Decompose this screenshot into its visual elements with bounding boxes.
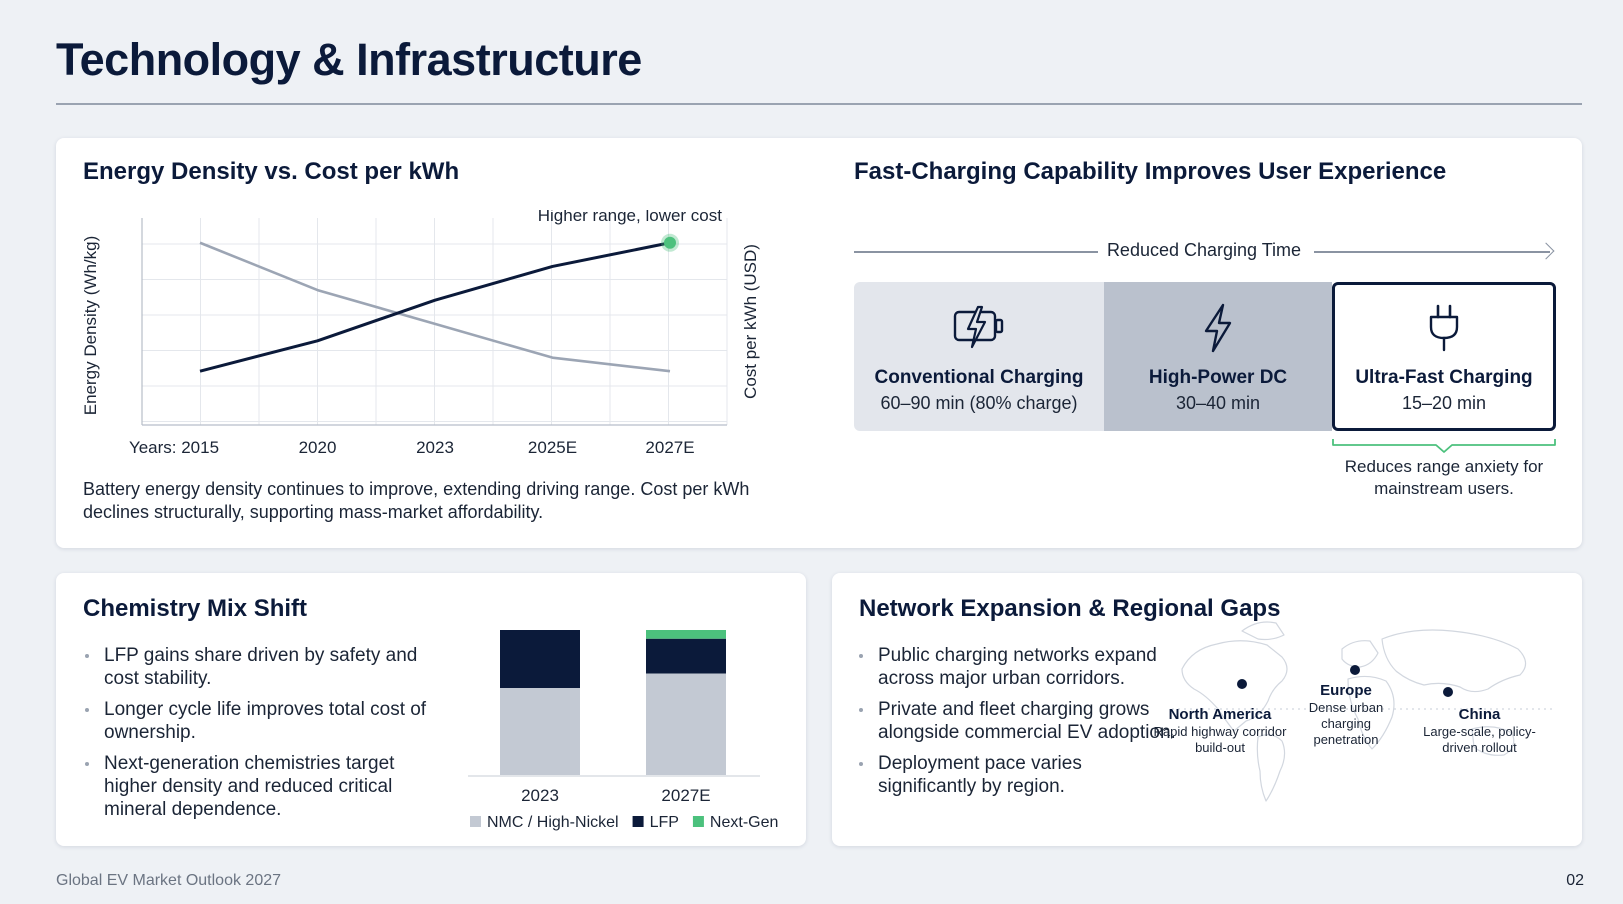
y-axis-label-left: Energy Density (Wh/kg) bbox=[81, 236, 100, 416]
tier-name: High-Power DC bbox=[1148, 367, 1288, 388]
bar-segment bbox=[646, 638, 726, 674]
battery-charging-icon bbox=[854, 302, 1104, 352]
energy-chart-caption: Battery energy density continues to impr… bbox=[83, 479, 750, 522]
region-north-america: North America Rapid highway corridor bui… bbox=[1150, 707, 1290, 756]
region-name: North America bbox=[1168, 706, 1272, 723]
x-tick-label: 2020 bbox=[299, 438, 337, 457]
legend-label: LFP bbox=[650, 814, 679, 831]
x-tick-label: 2023 bbox=[416, 438, 454, 457]
footer-report-title: Global EV Market Outlook 2027 bbox=[56, 872, 282, 889]
y-axis-label-right: Cost per kWh (USD) bbox=[741, 244, 760, 399]
highlight-marker bbox=[664, 236, 676, 249]
world-map bbox=[1172, 621, 1552, 802]
china-marker bbox=[1443, 687, 1453, 697]
energy-density-cost-chart: Higher range, lower cost Years: 2015 2020 2… bbox=[81, 210, 760, 457]
bullet-item: Longer cycle life improves total cost of… bbox=[84, 698, 434, 744]
timeline-label: Reduced Charging Time bbox=[1106, 240, 1302, 260]
annotation-label: Higher range, lower cost bbox=[538, 210, 723, 225]
legend-swatch bbox=[692, 816, 704, 827]
tier-ultra-fast-charging: Ultra-Fast Charging 15–20 min bbox=[1332, 282, 1556, 431]
legend-swatch bbox=[470, 816, 481, 827]
bar-segment bbox=[500, 630, 580, 688]
page-number: 02 bbox=[1566, 872, 1584, 889]
tier-time: 30–40 min bbox=[1175, 393, 1261, 413]
cost-per-kwh-line bbox=[199, 241, 671, 373]
bullet-item: LFP gains share driven by safety and cos… bbox=[84, 644, 434, 690]
chemistry-bullets: LFP gains share driven by safety and cos… bbox=[84, 644, 434, 829]
timeline-line bbox=[1314, 251, 1550, 253]
tier-time: 15–20 min bbox=[1401, 393, 1487, 413]
bullet-item: Private and fleet charging grows alongsi… bbox=[858, 698, 1178, 744]
legend-swatch bbox=[632, 816, 644, 827]
region-desc: Rapid highway corridor build-out bbox=[1153, 724, 1287, 755]
timeline-line bbox=[854, 251, 1098, 253]
tier-name: Ultra-Fast Charging bbox=[1355, 367, 1533, 388]
region-china: China Large-scale, policy-driven rollout bbox=[1412, 707, 1547, 756]
x-tick-label: 2025E bbox=[528, 438, 577, 457]
page-title: Technology & Infrastructure bbox=[56, 34, 642, 85]
bar-segment bbox=[500, 688, 580, 775]
range-anxiety-note: Reduces range anxiety for mainstream use… bbox=[1344, 457, 1544, 498]
chemistry-stacked-bar-chart: 2023 2027E NMC / High-Nickel LFP Next-Gen bbox=[468, 630, 778, 831]
bar-segment bbox=[646, 630, 726, 639]
title-divider bbox=[56, 103, 1582, 105]
network-title: Network Expansion & Regional Gaps bbox=[859, 595, 1281, 622]
europe-marker bbox=[1350, 665, 1360, 675]
chemistry-title: Chemistry Mix Shift bbox=[83, 595, 308, 622]
tier-conventional-charging: Conventional Charging 60–90 min (80% cha… bbox=[854, 282, 1104, 431]
tier-high-power-dc: High-Power DC 30–40 min bbox=[1104, 282, 1332, 431]
charging-time-timeline: Reduced Charging Time bbox=[854, 231, 1555, 271]
legend-label: NMC / High-Nickel bbox=[487, 814, 619, 831]
legend-label: Next-Gen bbox=[710, 814, 778, 831]
tier-name: Conventional Charging bbox=[874, 367, 1084, 388]
network-expansion-card: Network Expansion & Regional Gaps Public… bbox=[832, 573, 1582, 846]
bullet-item: Public charging networks expand across m… bbox=[858, 644, 1178, 690]
energy-chart-title: Energy Density vs. Cost per kWh bbox=[83, 158, 460, 185]
energy-density-line bbox=[199, 241, 671, 373]
lightning-bolt-icon bbox=[1104, 302, 1332, 353]
x-tick-label: Years: 2015 bbox=[129, 438, 219, 457]
bullet-item: Next-generation chemistries target highe… bbox=[84, 752, 434, 821]
bar-category-label: 2023 bbox=[521, 786, 559, 805]
ultra-fast-bracket bbox=[1332, 439, 1556, 453]
bar-category-label: 2027E bbox=[661, 786, 710, 805]
region-desc: Dense urban charging penetration bbox=[1308, 700, 1384, 747]
region-name: China bbox=[1458, 706, 1501, 723]
north-america-marker bbox=[1237, 679, 1247, 689]
network-bullets: Public charging networks expand across m… bbox=[858, 644, 1178, 806]
bar-segment bbox=[646, 673, 726, 775]
technology-card: Energy Density vs. Cost per kWh Higher r… bbox=[56, 138, 1582, 548]
region-europe: Europe Dense urban charging penetration bbox=[1300, 683, 1392, 748]
x-tick-label: 2027E bbox=[645, 438, 694, 457]
fast-charging-title: Fast-Charging Capability Improves User E… bbox=[854, 158, 1447, 185]
chemistry-mix-card: Chemistry Mix Shift LFP gains share driv… bbox=[56, 573, 806, 846]
tier-time: 60–90 min (80% charge) bbox=[880, 393, 1078, 413]
bullet-item: Deployment pace varies significantly by … bbox=[858, 752, 1178, 798]
plug-icon bbox=[1335, 302, 1553, 352]
region-name: Europe bbox=[1320, 682, 1372, 699]
region-desc: Large-scale, policy-driven rollout bbox=[1423, 724, 1536, 755]
